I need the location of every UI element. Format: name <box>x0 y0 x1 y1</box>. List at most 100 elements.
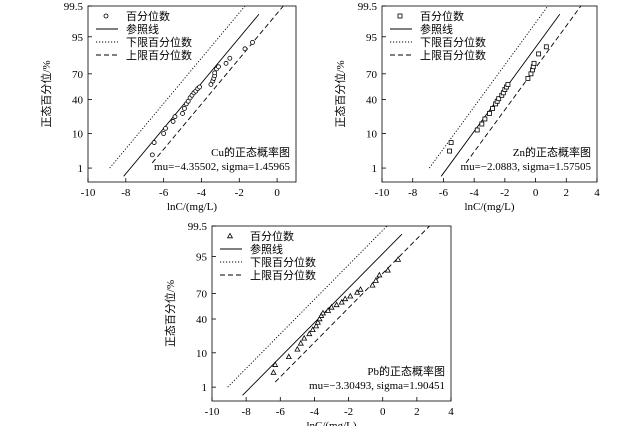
data-point <box>216 64 221 70</box>
x-tick-label: 2 <box>414 406 420 418</box>
y-tick-label: 40 <box>72 95 84 107</box>
data-point <box>369 281 376 288</box>
legend-marker <box>103 13 109 19</box>
data-point <box>328 303 335 310</box>
zn-normal-probability-plot: 1 10 40 70 95 99.5 -10 -8 -6 -4 -2 0 2 4 lnC/(mg/L) 正态百… <box>333 1 600 213</box>
y-tick-label: 70 <box>196 288 208 300</box>
legend-marker <box>226 232 234 239</box>
data-point <box>354 289 361 295</box>
legend-label: 上限百分位数 <box>126 48 192 62</box>
data-point <box>325 307 332 313</box>
chart-params: mu=−3.30493, sigma=1.90451 <box>309 380 445 392</box>
chart-params: mu=−2.0883, sigma=1.57505 <box>461 161 592 173</box>
data-point <box>316 315 323 322</box>
cu-normal-probability-plot: 1 10 40 70 95 99.5 -10 -8 -6 -4 -2 0 lnC/(mg/L) 正态百分位… <box>39 1 297 213</box>
data-point <box>223 60 229 66</box>
x-tick-label: -10 <box>375 187 390 199</box>
legend-label: 下限百分位数 <box>250 255 316 269</box>
data-point <box>338 298 345 305</box>
x-tick-label: -10 <box>205 406 220 418</box>
data-point <box>285 353 292 360</box>
data-point <box>347 292 354 299</box>
y-tick-label: 10 <box>72 129 84 141</box>
y-tick-label: 70 <box>366 69 378 81</box>
data-point <box>313 322 320 329</box>
pb-normal-probability-plot: 1 10 40 70 95 99.5 -10 -8 -6 -4 -2 0 2 4 lnC/(mg/L) 正态百… <box>163 221 454 426</box>
legend-label: 上限百分位数 <box>420 48 486 62</box>
legend-label: 参照线 <box>250 242 283 256</box>
legend-marker <box>397 13 403 19</box>
y-tick-label: 99.5 <box>64 1 84 13</box>
data-point <box>487 111 492 116</box>
data-point <box>372 277 379 283</box>
legend-label: 百分位数 <box>126 9 170 23</box>
lower-percentile-line <box>109 5 246 169</box>
plot-frame <box>87 5 297 183</box>
data-point <box>490 106 495 111</box>
data-point <box>151 140 157 145</box>
data-point <box>180 111 185 116</box>
x-tick-label: -10 <box>81 187 96 199</box>
y-tick-label: 99.5 <box>358 1 378 13</box>
data-point <box>294 345 301 352</box>
x-tick-label: -4 <box>310 406 320 418</box>
data-point <box>161 131 167 136</box>
x-tick-label: -2 <box>500 187 509 199</box>
chart-annotation: Pb的正态概率图 <box>367 364 445 378</box>
y-tick-label: 95 <box>366 32 378 44</box>
data-point <box>479 121 485 127</box>
y-tick-label: 1 <box>202 382 208 394</box>
data-point <box>309 326 316 333</box>
data-point <box>531 60 537 66</box>
data-point <box>182 106 187 111</box>
data-point <box>301 334 308 341</box>
legend-label: 百分位数 <box>420 9 464 23</box>
x-tick-label: 4 <box>594 187 600 199</box>
data-point <box>384 266 391 273</box>
upper-percentile-line <box>274 225 430 383</box>
data-point <box>474 127 480 133</box>
data-point <box>163 125 168 131</box>
y-tick-label: 40 <box>196 314 208 326</box>
data-point <box>212 70 218 76</box>
data-point <box>357 286 364 292</box>
legend-label: 下限百分位数 <box>126 35 192 49</box>
x-tick-label: -2 <box>235 187 244 199</box>
data-point <box>306 330 313 337</box>
x-tick-label: -8 <box>121 187 131 199</box>
y-tick-label: 70 <box>72 69 84 81</box>
data-point <box>227 55 233 61</box>
x-tick-label: -6 <box>276 406 286 418</box>
data-point <box>297 339 304 346</box>
y-axis-label: 正态百分位/% <box>163 280 177 347</box>
data-point <box>170 119 176 124</box>
x-tick-label: -8 <box>408 187 418 199</box>
data-point <box>525 76 531 81</box>
data-point <box>250 39 255 45</box>
x-tick-label: -2 <box>344 406 353 418</box>
data-point <box>482 116 488 122</box>
y-tick-label: 95 <box>72 32 84 44</box>
y-tick-label: 40 <box>366 95 378 107</box>
data-point <box>172 114 178 120</box>
data-point <box>528 71 534 77</box>
data-point <box>333 301 340 308</box>
x-axis-label: lnC/(mg/L) <box>464 201 514 213</box>
y-tick-label: 10 <box>366 129 378 141</box>
x-axis-label: lnC/(mg/L) <box>306 420 356 426</box>
legend-label: 参照线 <box>420 22 453 36</box>
data-point <box>505 82 511 87</box>
x-axis-label: lnC/(mg/L) <box>167 201 217 213</box>
x-tick-label: 0 <box>533 187 539 199</box>
y-tick-label: 99.5 <box>188 221 208 233</box>
y-axis-label: 正态百分位/% <box>39 60 53 127</box>
data-point <box>496 96 502 102</box>
chart-params: mu=−4.35502, sigma=1.45965 <box>154 161 290 173</box>
x-tick-label: -6 <box>159 187 169 199</box>
data-point <box>272 361 279 367</box>
data-point <box>376 271 383 278</box>
chart-annotation: Zn的正态概率图 <box>513 145 591 159</box>
legend-label: 上限百分位数 <box>250 268 316 282</box>
x-tick-label: 0 <box>274 187 280 199</box>
y-tick-label: 95 <box>196 252 208 264</box>
